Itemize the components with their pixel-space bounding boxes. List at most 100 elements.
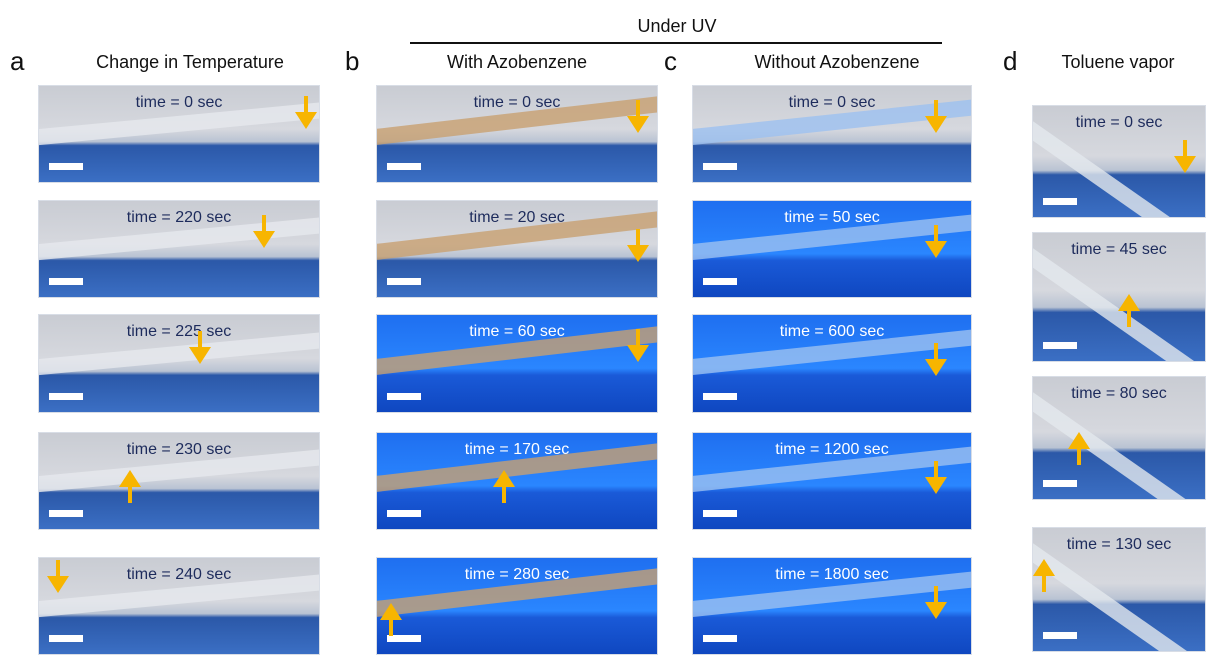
scale-bar bbox=[49, 163, 83, 170]
scale-bar bbox=[1043, 480, 1077, 487]
arrow-shape bbox=[925, 225, 947, 258]
photo-frame: time = 1800 sec bbox=[692, 557, 972, 655]
arrow-shape bbox=[119, 470, 141, 503]
photo-frame: time = 0 sec bbox=[38, 85, 320, 183]
time-label: time = 0 sec bbox=[39, 94, 319, 112]
arrow bbox=[924, 461, 948, 495]
photo-frame: time = 20 sec bbox=[376, 200, 658, 298]
scale-bar bbox=[49, 278, 83, 285]
arrow-shape bbox=[295, 96, 317, 129]
photo-frame: time = 50 sec bbox=[692, 200, 972, 298]
time-label: time = 80 sec bbox=[1033, 385, 1205, 403]
scale-bar bbox=[49, 393, 83, 400]
photo-frame: time = 0 sec bbox=[1032, 105, 1206, 218]
scale-bar bbox=[703, 393, 737, 400]
scale-bar bbox=[49, 510, 83, 517]
arrow-shape bbox=[47, 560, 69, 593]
photo-frame: time = 0 sec bbox=[692, 85, 972, 183]
photo-frame: time = 0 sec bbox=[376, 85, 658, 183]
scale-bar bbox=[703, 635, 737, 642]
photo-frame: time = 230 sec bbox=[38, 432, 320, 530]
arrow bbox=[1173, 140, 1197, 174]
arrow bbox=[626, 329, 650, 363]
scale-bar bbox=[49, 635, 83, 642]
photo-frame: time = 60 sec bbox=[376, 314, 658, 413]
arrow-shape bbox=[627, 100, 649, 133]
scale-bar bbox=[387, 163, 421, 170]
arrow bbox=[626, 100, 650, 134]
photo-frame: time = 130 sec bbox=[1032, 527, 1206, 652]
arrow-shape bbox=[627, 329, 649, 362]
time-label: time = 0 sec bbox=[377, 94, 657, 112]
panel-letter: c bbox=[664, 46, 677, 77]
photo-frame: time = 80 sec bbox=[1032, 376, 1206, 500]
scale-bar bbox=[387, 393, 421, 400]
arrow bbox=[379, 602, 403, 636]
scale-bar bbox=[1043, 632, 1077, 639]
photo-frame: time = 45 sec bbox=[1032, 232, 1206, 362]
panel-title: Change in Temperature bbox=[96, 52, 284, 73]
arrow-shape bbox=[1033, 559, 1055, 592]
time-label: time = 220 sec bbox=[39, 209, 319, 227]
scale-bar bbox=[387, 278, 421, 285]
time-label: time = 225 sec bbox=[39, 323, 319, 341]
photo-frame: time = 220 sec bbox=[38, 200, 320, 298]
scale-bar bbox=[387, 510, 421, 517]
header: Under UV bbox=[637, 16, 716, 37]
arrow-shape bbox=[493, 470, 515, 503]
arrow bbox=[1117, 293, 1141, 327]
panel-title: Without Azobenzene bbox=[754, 52, 919, 73]
time-label: time = 20 sec bbox=[377, 209, 657, 227]
arrow-shape bbox=[1174, 140, 1196, 173]
arrow bbox=[492, 469, 516, 503]
panel-letter: b bbox=[345, 46, 359, 77]
photo-frame: time = 600 sec bbox=[692, 314, 972, 413]
time-label: time = 240 sec bbox=[39, 566, 319, 584]
arrow-shape bbox=[189, 331, 211, 364]
time-label: time = 600 sec bbox=[693, 323, 971, 341]
photo-frame: time = 170 sec bbox=[376, 432, 658, 530]
panel-title: With Azobenzene bbox=[447, 52, 587, 73]
arrow bbox=[188, 331, 212, 365]
arrow bbox=[1067, 431, 1091, 465]
time-label: time = 60 sec bbox=[377, 323, 657, 341]
scale-bar bbox=[703, 278, 737, 285]
arrow bbox=[924, 586, 948, 620]
time-label: time = 280 sec bbox=[377, 566, 657, 584]
panel-title: Toluene vapor bbox=[1061, 52, 1174, 73]
time-label: time = 1800 sec bbox=[693, 566, 971, 584]
panel-letter: d bbox=[1003, 46, 1017, 77]
arrow-shape bbox=[627, 229, 649, 262]
arrow-shape bbox=[1118, 294, 1140, 327]
photo-frame: time = 240 sec bbox=[38, 557, 320, 655]
photo-frame: time = 1200 sec bbox=[692, 432, 972, 530]
time-label: time = 0 sec bbox=[1033, 114, 1205, 132]
arrow bbox=[924, 225, 948, 259]
arrow bbox=[1032, 558, 1056, 592]
arrow bbox=[294, 96, 318, 130]
time-label: time = 130 sec bbox=[1033, 536, 1205, 554]
arrow-shape bbox=[925, 461, 947, 494]
arrow bbox=[626, 229, 650, 263]
arrow-shape bbox=[925, 343, 947, 376]
panel-letter: a bbox=[10, 46, 24, 77]
arrow bbox=[924, 100, 948, 134]
arrow bbox=[118, 469, 142, 503]
arrow-shape bbox=[925, 100, 947, 133]
header-rule bbox=[410, 42, 942, 44]
arrow bbox=[924, 343, 948, 377]
scale-bar bbox=[703, 163, 737, 170]
time-label: time = 170 sec bbox=[377, 441, 657, 459]
scale-bar bbox=[387, 635, 421, 642]
figure: Under UV (() => { const data = JSON.pars… bbox=[0, 0, 1206, 657]
time-label: time = 45 sec bbox=[1033, 241, 1205, 259]
arrow-shape bbox=[925, 586, 947, 619]
photo-frame: time = 280 sec bbox=[376, 557, 658, 655]
arrow-shape bbox=[253, 215, 275, 248]
time-label: time = 230 sec bbox=[39, 441, 319, 459]
scale-bar bbox=[703, 510, 737, 517]
arrow-shape bbox=[1068, 432, 1090, 465]
arrow bbox=[46, 560, 70, 594]
arrow bbox=[252, 215, 276, 249]
scale-bar bbox=[1043, 342, 1077, 349]
